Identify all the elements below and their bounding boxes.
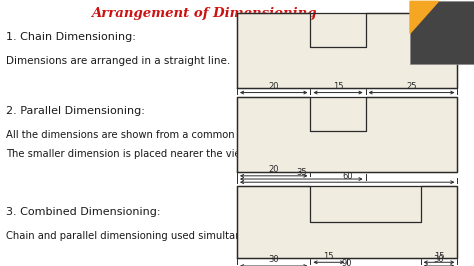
Polygon shape: [237, 13, 457, 88]
Bar: [237, 97, 457, 172]
Text: 30: 30: [268, 255, 279, 264]
Text: 1. Chain Dimensioning:: 1. Chain Dimensioning:: [6, 32, 136, 42]
Text: 30: 30: [434, 255, 444, 264]
Bar: [237, 186, 457, 258]
Bar: [237, 186, 457, 258]
Text: 25: 25: [406, 82, 417, 91]
Text: 2. Parallel Dimensioning:: 2. Parallel Dimensioning:: [6, 106, 145, 117]
Text: 60: 60: [342, 172, 353, 181]
Bar: [237, 13, 457, 88]
Text: Arrangement of Dimensioning: Arrangement of Dimensioning: [91, 7, 317, 20]
Polygon shape: [410, 1, 438, 33]
Bar: [237, 97, 457, 172]
Text: The smaller dimension is placed nearer the view.: The smaller dimension is placed nearer t…: [6, 149, 251, 159]
Bar: [237, 13, 457, 88]
Text: 15: 15: [434, 252, 444, 261]
Bar: [410, 1, 474, 64]
Text: 90: 90: [342, 259, 353, 266]
Text: 15: 15: [333, 82, 343, 91]
Text: 15: 15: [324, 252, 334, 261]
Text: Chain and parallel dimensioning used simultaneously: Chain and parallel dimensioning used sim…: [6, 231, 273, 242]
Text: 20: 20: [268, 82, 279, 91]
Text: Dimensions are arranged in a straight line.: Dimensions are arranged in a straight li…: [6, 56, 230, 66]
Text: All the dimensions are shown from a common base line.: All the dimensions are shown from a comm…: [6, 130, 286, 140]
Text: 3. Combined Dimensioning:: 3. Combined Dimensioning:: [6, 207, 160, 218]
Text: 20: 20: [268, 165, 279, 174]
Polygon shape: [237, 186, 457, 258]
Text: 35: 35: [296, 168, 307, 177]
Polygon shape: [237, 97, 457, 172]
